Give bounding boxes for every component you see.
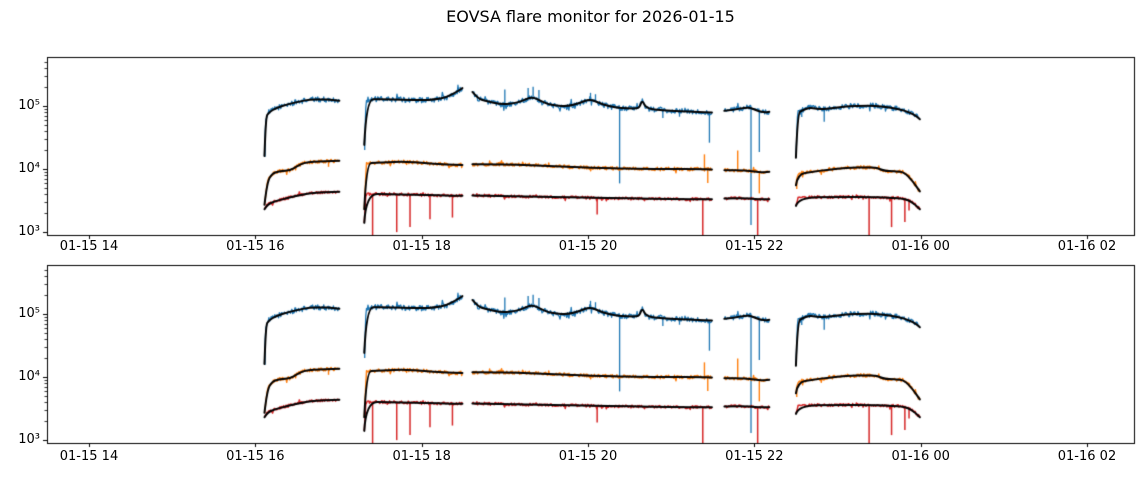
x-tick-label: 01-15 14: [59, 239, 119, 254]
x-tick-label: 01-15 16: [226, 449, 285, 464]
chart-title: EOVSA flare monitor for 2026-01-15: [446, 7, 735, 26]
x-tick-label: 01-15 16: [226, 239, 285, 254]
x-tick-label: 01-16 00: [891, 449, 950, 464]
y-tick-label: 10⁴: [18, 368, 40, 384]
x-tick-label: 01-15 22: [725, 239, 784, 254]
y-tick-label: 10⁴: [18, 160, 40, 176]
x-tick-label: 01-15 22: [725, 449, 784, 464]
x-tick-label: 01-16 02: [1057, 239, 1117, 254]
x-tick-label: 01-15 20: [558, 239, 618, 254]
x-tick-label: 01-16 02: [1057, 449, 1117, 464]
x-tick-label: 01-16 00: [891, 239, 950, 254]
y-tick-label: 10⁵: [18, 305, 40, 321]
y-tick-label: 10⁵: [18, 97, 40, 113]
x-tick-label: 01-15 18: [392, 449, 451, 464]
y-tick-label: 10³: [18, 432, 40, 448]
x-tick-label: 01-15 18: [392, 239, 451, 254]
y-tick-label: 10³: [18, 224, 40, 240]
x-tick-label: 01-15 14: [59, 449, 119, 464]
x-tick-label: 01-15 20: [558, 449, 618, 464]
